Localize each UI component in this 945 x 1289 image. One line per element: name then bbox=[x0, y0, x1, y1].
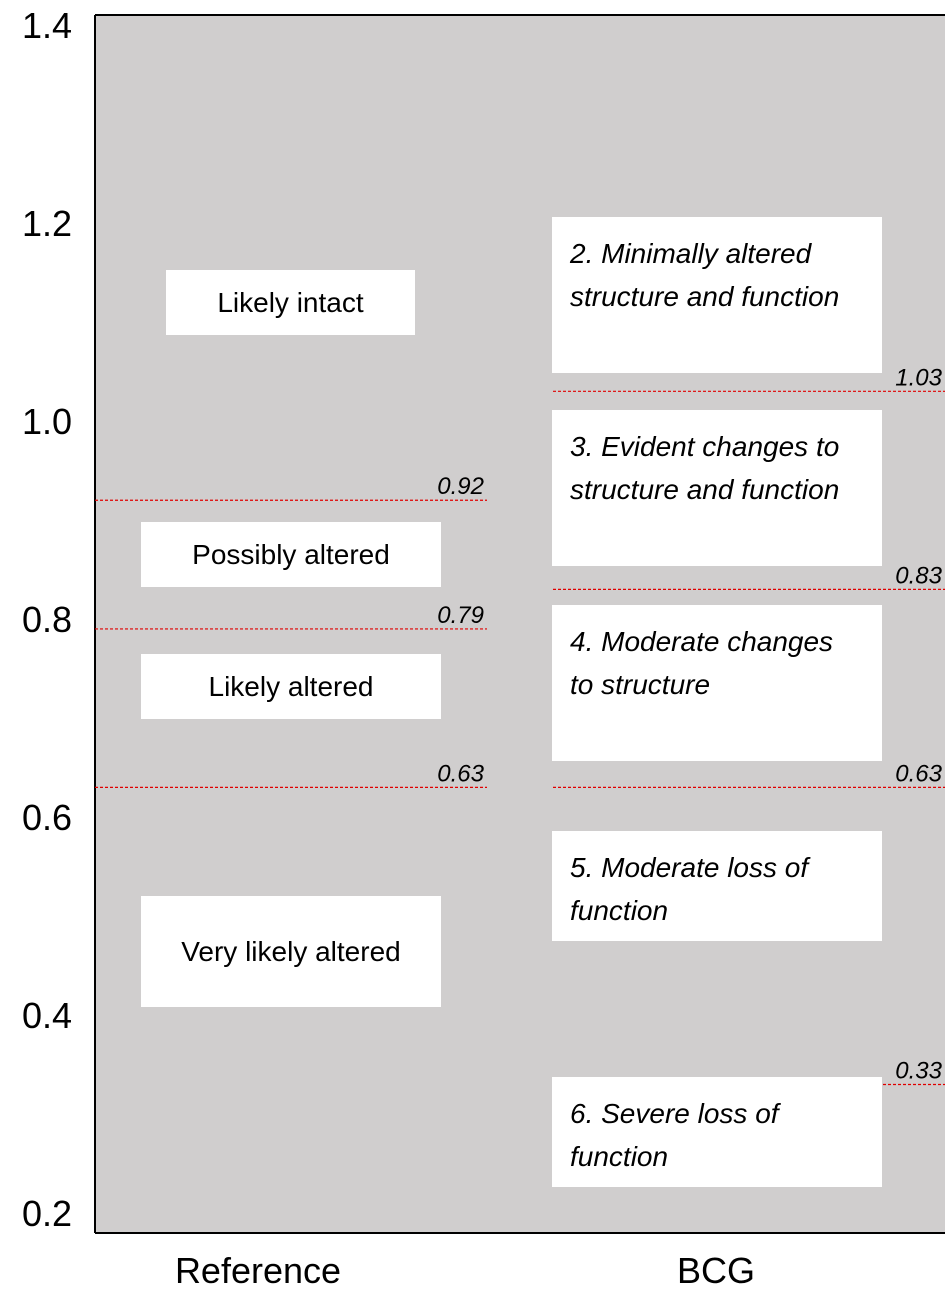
class-label: Very likely altered bbox=[181, 935, 401, 967]
class-box: 4. Moderate changes to structure bbox=[552, 605, 882, 761]
class-box: Very likely altered bbox=[141, 896, 441, 1007]
threshold-label: 0.63 bbox=[437, 760, 484, 787]
class-box: Likely altered bbox=[141, 654, 441, 719]
threshold-label: 0.92 bbox=[437, 473, 484, 500]
y-tick-label: 0.4 bbox=[22, 995, 72, 1036]
class-label: 5. Moderate loss of function bbox=[570, 852, 809, 926]
class-box: 6. Severe loss of function bbox=[552, 1077, 882, 1187]
threshold-label: 0.79 bbox=[437, 602, 484, 629]
y-tick-label: 1.0 bbox=[22, 401, 72, 442]
x-tick-label: BCG bbox=[677, 1250, 755, 1289]
x-tick-label: Reference bbox=[175, 1250, 341, 1289]
class-box: 3. Evident changes to structure and func… bbox=[552, 410, 882, 566]
threshold-label: 0.33 bbox=[895, 1057, 942, 1084]
class-label: 6. Severe loss of function bbox=[570, 1098, 779, 1172]
class-box: Likely intact bbox=[166, 270, 415, 335]
class-label: Possibly altered bbox=[192, 538, 390, 570]
class-label: Likely altered bbox=[208, 670, 374, 702]
class-label: Likely intact bbox=[217, 286, 364, 318]
class-box: 5. Moderate loss of function bbox=[552, 831, 882, 941]
threshold-label: 0.83 bbox=[895, 562, 942, 589]
y-tick-label: 1.2 bbox=[22, 203, 72, 244]
class-box: 2. Minimally altered structure and funct… bbox=[552, 217, 882, 373]
y-tick-label: 0.2 bbox=[22, 1193, 72, 1234]
threshold-label: 1.03 bbox=[895, 364, 942, 391]
threshold-label: 0.63 bbox=[895, 760, 942, 787]
y-tick-label: 1.4 bbox=[22, 5, 72, 46]
y-tick-label: 0.8 bbox=[22, 599, 72, 640]
y-tick-label: 0.6 bbox=[22, 797, 72, 838]
class-label: 3. Evident changes to structure and func… bbox=[570, 431, 840, 505]
class-box: Possibly altered bbox=[141, 522, 441, 587]
class-label: 2. Minimally altered structure and funct… bbox=[570, 238, 840, 312]
class-label: 4. Moderate changes to structure bbox=[570, 626, 834, 700]
